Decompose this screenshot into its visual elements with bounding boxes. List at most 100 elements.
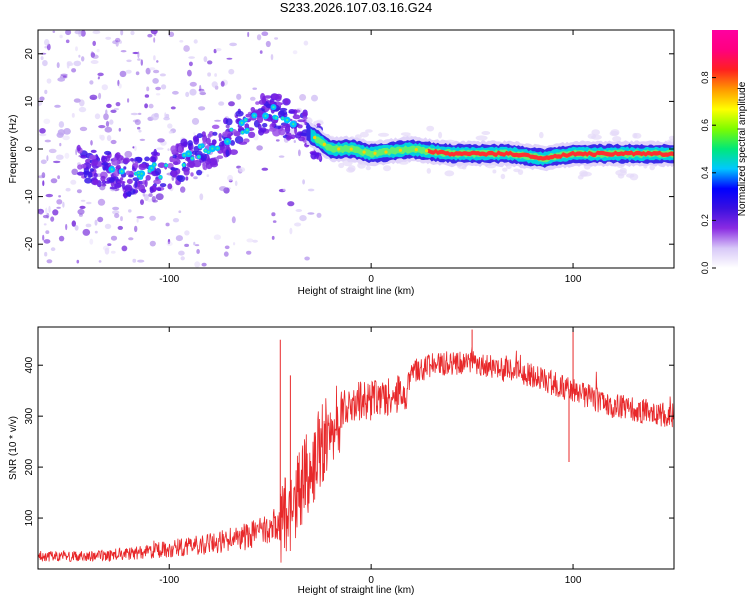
speckle bbox=[50, 178, 58, 184]
speckle bbox=[229, 42, 238, 47]
snr-series bbox=[38, 329, 674, 563]
trace-node bbox=[313, 136, 317, 140]
y-tick-label: 10 bbox=[24, 95, 35, 107]
speckle bbox=[189, 88, 197, 96]
speckle bbox=[198, 88, 205, 92]
x-tick-label: 0 bbox=[368, 575, 374, 586]
cluster bbox=[191, 150, 197, 155]
speckle bbox=[77, 208, 85, 215]
speckle bbox=[144, 103, 149, 109]
speckle bbox=[218, 101, 225, 106]
colorbar-tick-label: 0.4 bbox=[700, 167, 710, 180]
speckle bbox=[633, 132, 642, 139]
speckle bbox=[292, 50, 298, 55]
speckle bbox=[278, 155, 285, 158]
cluster bbox=[170, 167, 179, 171]
speckle bbox=[89, 238, 94, 245]
cluster bbox=[80, 163, 87, 169]
cluster bbox=[153, 179, 162, 185]
speckle bbox=[59, 34, 63, 39]
speckle bbox=[45, 207, 48, 214]
hotspot-core bbox=[197, 155, 200, 158]
y-tick-label: 200 bbox=[24, 458, 35, 475]
speckle bbox=[199, 89, 206, 94]
cluster bbox=[285, 126, 290, 131]
speckle bbox=[137, 51, 140, 59]
speckle bbox=[55, 154, 64, 160]
cluster bbox=[144, 156, 150, 162]
cluster bbox=[193, 136, 200, 145]
speckle bbox=[79, 126, 88, 132]
speckle bbox=[56, 206, 61, 209]
speckle bbox=[78, 54, 81, 58]
speckle bbox=[63, 127, 71, 135]
snr-y-ticks: 100 200 300 400 bbox=[24, 356, 674, 526]
hotspot-core bbox=[159, 176, 162, 179]
spectrogram-ylabel: Frequency (Hz) bbox=[8, 115, 19, 184]
speckle bbox=[45, 230, 50, 235]
speckle bbox=[60, 73, 68, 77]
speckle bbox=[188, 61, 193, 67]
hotspot-core bbox=[204, 149, 207, 152]
speckle bbox=[128, 237, 134, 241]
cluster bbox=[157, 162, 166, 168]
speckle bbox=[96, 48, 100, 53]
speckle bbox=[293, 140, 296, 143]
speckle bbox=[90, 140, 93, 146]
trace-core bbox=[427, 148, 674, 161]
speckle bbox=[649, 164, 655, 171]
speckle bbox=[252, 239, 258, 243]
trace-node bbox=[362, 150, 366, 154]
speckle bbox=[194, 244, 200, 247]
cluster bbox=[119, 177, 124, 181]
cluster bbox=[205, 137, 211, 145]
speckle bbox=[513, 168, 521, 173]
speckle bbox=[481, 131, 491, 135]
hotspot-core bbox=[140, 172, 143, 175]
speckle bbox=[97, 72, 104, 77]
speckle bbox=[234, 180, 238, 187]
speckle bbox=[134, 119, 141, 126]
speckle bbox=[40, 56, 44, 61]
speckle bbox=[500, 173, 506, 180]
speckle bbox=[145, 67, 151, 75]
colorbar: 0.0 0.2 0.4 0.6 0.8 Normalized spectral ampl… bbox=[700, 30, 748, 274]
cluster bbox=[83, 171, 88, 179]
speckle bbox=[52, 30, 56, 33]
cluster bbox=[212, 131, 218, 136]
speckle bbox=[228, 101, 235, 107]
speckle bbox=[203, 56, 208, 63]
speckle bbox=[91, 54, 99, 59]
cluster bbox=[238, 141, 248, 145]
speckle bbox=[105, 120, 110, 128]
cluster bbox=[260, 93, 266, 101]
hotspot-core bbox=[292, 123, 295, 126]
figure-title: S233.2026.107.03.16.G24 bbox=[280, 0, 433, 15]
hotspot-core bbox=[191, 157, 194, 160]
speckle bbox=[225, 124, 230, 129]
cluster bbox=[149, 156, 156, 163]
speckle bbox=[74, 225, 79, 231]
speckle bbox=[65, 30, 72, 36]
speckle bbox=[214, 119, 221, 122]
cluster bbox=[271, 93, 280, 100]
speckle bbox=[426, 168, 431, 174]
cluster bbox=[186, 162, 195, 168]
speckle bbox=[138, 129, 142, 133]
speckle bbox=[148, 193, 153, 198]
speckle bbox=[110, 139, 117, 145]
speckle bbox=[94, 230, 98, 234]
speckle bbox=[56, 199, 63, 205]
speckle bbox=[48, 205, 51, 213]
speckle bbox=[76, 259, 80, 264]
speckle bbox=[97, 198, 106, 206]
speckle bbox=[223, 251, 229, 257]
speckle bbox=[146, 86, 150, 92]
hotspot-core bbox=[183, 154, 186, 157]
y-tick-label: -20 bbox=[24, 237, 35, 252]
speckle bbox=[58, 195, 61, 198]
speckle bbox=[211, 81, 218, 88]
cluster bbox=[90, 149, 97, 153]
cluster bbox=[108, 177, 115, 183]
